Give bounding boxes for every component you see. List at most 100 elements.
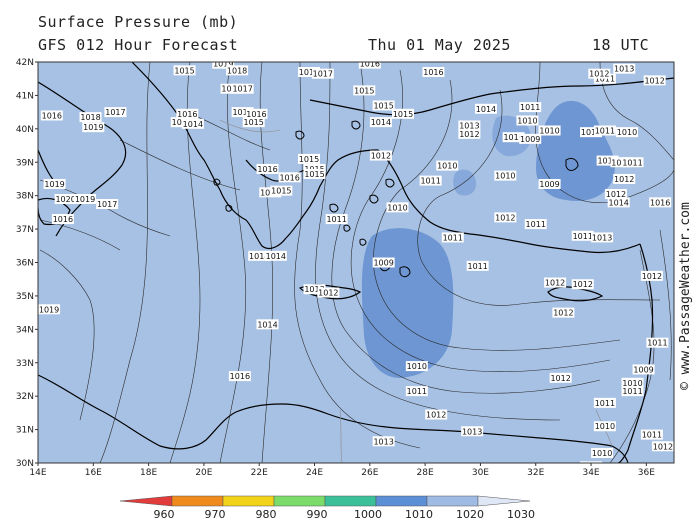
isobar-label: 1015	[303, 168, 326, 179]
isobar-label-box	[303, 163, 326, 174]
lon-label: 36E	[638, 468, 655, 478]
lat-label: 36N	[16, 259, 34, 269]
isobar-label-box	[270, 185, 293, 196]
isobar-label-text: 1013	[304, 285, 324, 294]
isobar-label-text: 1012	[459, 130, 479, 139]
isobar-label: 1010	[436, 160, 459, 171]
isobar-label: 1012	[613, 173, 636, 184]
isobar-label: 1013	[372, 436, 395, 447]
isobar-label-box	[82, 122, 105, 133]
isobar-label-text: 1011	[581, 128, 601, 137]
isobar-label-box	[228, 371, 251, 382]
isobar-label: 1011	[646, 337, 669, 348]
isobar-label-text: 1011	[520, 103, 540, 112]
isobar-label: 1019	[110, 475, 132, 485]
isobar-label-box	[51, 214, 74, 225]
isobar-label-box	[441, 232, 464, 243]
isobar-label-text: 1012	[653, 442, 673, 451]
isobar-label: 1019	[74, 194, 97, 205]
isobar-label: 1010	[405, 361, 428, 372]
isobar-label: 1010	[502, 132, 525, 143]
isobar-label-text: 1019	[75, 195, 95, 204]
isobar-label-box	[593, 73, 616, 84]
latitude-axis: 42N 41N 40N 39N 38N 37N 36N 35N 34N 33N 32N 31N 30N	[16, 58, 38, 469]
isobar-label-box	[38, 304, 61, 315]
isobar-label-text: 1017	[105, 108, 125, 117]
isobar-label: 1012	[425, 409, 448, 420]
isobar-label-text: 1012	[550, 374, 570, 383]
isobar-label: 1012	[651, 441, 674, 452]
isobar-label-text: 1011	[642, 431, 662, 440]
isobar-label-box	[596, 155, 619, 166]
isobar-label: 1014	[248, 250, 271, 261]
lon-label: 28E	[417, 468, 434, 478]
isobar-label: 1014	[264, 250, 287, 261]
isobar-label-box	[79, 112, 102, 123]
isobar-label-box	[104, 107, 127, 118]
isobar-label-text: 1010	[592, 449, 612, 458]
isobar-label-box	[466, 260, 489, 271]
isobar-label: 1014	[231, 107, 254, 118]
isobar-label-box	[176, 108, 199, 119]
isobar-label-text: 1012	[642, 272, 662, 281]
isobar-label-box	[422, 67, 445, 78]
isobar-label-box	[494, 212, 517, 223]
colorbar-segment	[119, 495, 173, 507]
isobar-label-text: 1015	[174, 66, 194, 75]
isobar-label: 1010	[596, 155, 619, 166]
isobar-label-text: 1015	[244, 118, 264, 127]
isobar-label-text: 1010	[495, 172, 515, 181]
isobar-label-box	[245, 108, 268, 119]
isobar-label-text: 1019	[213, 60, 233, 69]
isobar-label-text: 1012	[495, 213, 515, 222]
isobar-label-box	[220, 83, 243, 94]
forecast-date: Thu 01 May 2025	[368, 36, 511, 54]
isobar-label-text: 1016	[230, 372, 250, 381]
isobar-label: 1016	[256, 163, 279, 174]
isobar-label-box	[591, 447, 614, 458]
colorbar-label: 1030	[507, 508, 535, 521]
isobar-label: 1011	[405, 386, 428, 397]
isobar-label-text: 1014	[371, 118, 391, 127]
isobar-label-box	[649, 197, 672, 208]
colorbar-segment	[222, 495, 275, 507]
isobar-label: 1017	[104, 107, 127, 118]
isobar-label-text: 1009	[520, 135, 540, 144]
isobar-label-box	[40, 110, 63, 121]
isobar-label: 1017	[96, 199, 119, 210]
colorbar-segment	[273, 495, 326, 507]
isobar-label: 1010	[516, 115, 539, 126]
isobar-label: 1016	[278, 172, 301, 183]
isobar-label: 1011	[593, 125, 616, 136]
isobar-label-box	[231, 107, 254, 118]
isobar-label-box	[591, 232, 614, 243]
isobar-label-box	[613, 173, 636, 184]
isobar-label: 1012	[549, 372, 572, 383]
isobar-label: 1009	[519, 133, 542, 144]
isobar-label-text: 1012	[426, 411, 446, 420]
isobar-label: 1013	[591, 232, 614, 243]
isobar-label: 1010	[538, 125, 561, 136]
isobar-label: 1014	[369, 117, 392, 128]
isobar-label-text: 1016	[650, 198, 670, 207]
isobar-label-text: 1019	[111, 476, 131, 485]
lon-label: 32E	[527, 468, 544, 478]
isobar-label-box	[405, 386, 428, 397]
isobar-label-text: 1010	[597, 464, 617, 473]
isobar-label: 1011	[519, 102, 542, 113]
lon-label: 24E	[306, 468, 323, 478]
isobar-label: 1014	[607, 197, 630, 208]
isobar-label-text: 1013	[459, 121, 479, 130]
isobar-label: 1012	[643, 75, 666, 86]
colorbar-label: 970	[205, 508, 226, 521]
isobar-label: 1012	[571, 279, 594, 290]
isobar-label: 1016	[358, 62, 381, 69]
longitude-axis: 14E 16E 18E 20E 22E 24E 26E 28E 30E 32E 34E 36E	[29, 463, 655, 478]
isobar-label: 1015	[353, 85, 376, 96]
lat-label: 32N	[16, 392, 34, 402]
isobar-label: 1015	[173, 65, 196, 76]
isobar-label: 1018	[79, 112, 102, 123]
isobar-label-text: 1012	[589, 70, 609, 79]
isobar-label-text: 1009	[539, 180, 559, 189]
